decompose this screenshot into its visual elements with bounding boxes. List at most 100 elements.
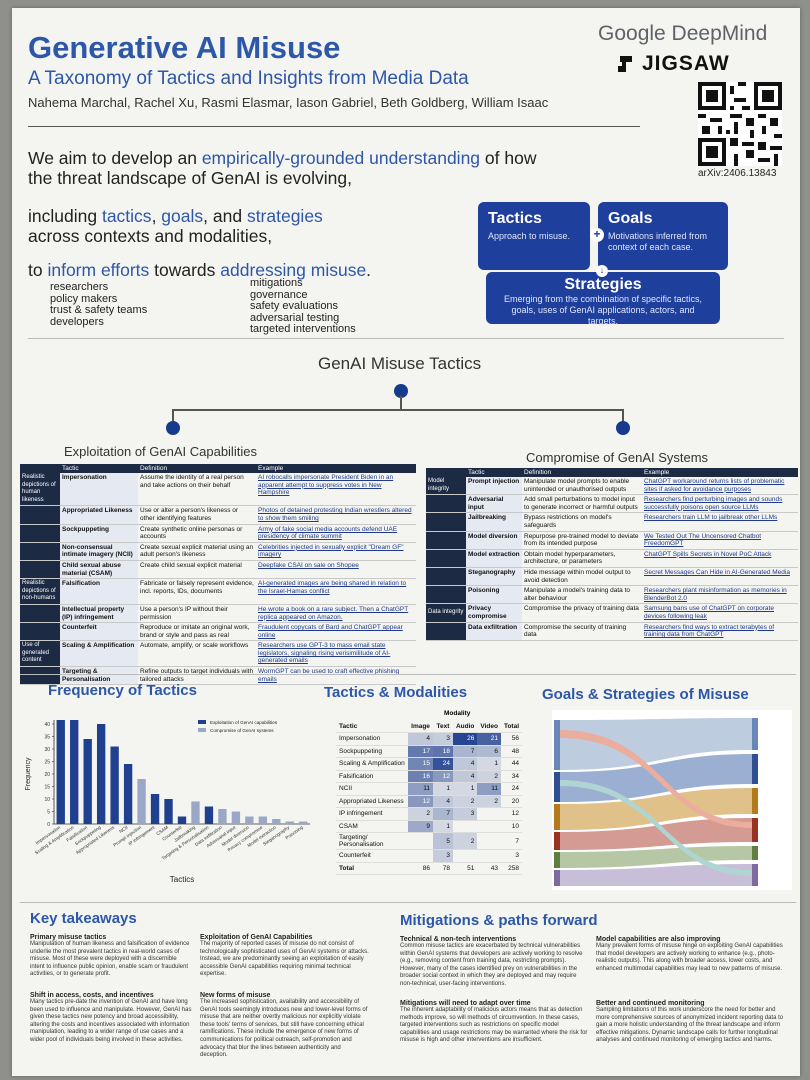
table-header-cell: Audio bbox=[452, 720, 478, 733]
goals-strategies-title: Goals & Strategies of Misuse bbox=[542, 686, 749, 703]
value-cell: 2 bbox=[408, 807, 433, 821]
takeaway-text: Manipulation of human likeness and falsi… bbox=[30, 941, 190, 978]
x-tick-label: CSAM bbox=[155, 825, 169, 837]
example-link[interactable]: Researchers use GPT-3 to mass email stat… bbox=[256, 640, 416, 668]
value-cell: 6 bbox=[477, 745, 501, 758]
google-deepmind-logo: Google DeepMind bbox=[598, 22, 768, 45]
mitigation-text: Common misuse tactics are exacerbated by… bbox=[400, 943, 583, 987]
strategies-card: Strategies Emerging from the combination… bbox=[486, 272, 720, 326]
intro-text: including bbox=[28, 206, 102, 226]
takeaway-block: Exploitation of GenAI Capabilities The m… bbox=[200, 934, 370, 979]
value-cell: 11 bbox=[477, 782, 501, 796]
table-row: Data integrity Privacy compromise Compromi… bbox=[426, 603, 798, 623]
frequency-title: Frequency of Tactics bbox=[48, 682, 197, 699]
mitigation-heading: Mitigations will need to adapt over time bbox=[400, 1000, 531, 1007]
definition-cell: Obtain model hyperparameters, architectu… bbox=[522, 549, 642, 568]
example-link[interactable]: Fraudulent copycats of Bard and ChatGPT … bbox=[256, 622, 416, 642]
tree-connector bbox=[172, 409, 174, 423]
tactic-cell: Appropriated Likeness bbox=[60, 505, 138, 525]
example-link[interactable]: Researchers plant misinformation as memo… bbox=[642, 585, 798, 605]
value-cell: 17 bbox=[408, 745, 433, 758]
value-cell: 24 bbox=[432, 757, 453, 771]
example-link[interactable]: Samsung bans use of ChatGPT on corporate… bbox=[642, 603, 798, 623]
value-cell: 34 bbox=[500, 770, 522, 783]
table-row: Poisoning Manipulate a model's training d… bbox=[426, 585, 798, 605]
example-link[interactable]: Army of fake social media accounts defen… bbox=[256, 524, 416, 543]
example-link[interactable]: Researchers train LLM to jailbreak other… bbox=[642, 512, 798, 532]
intro-highlight: addressing misuse bbox=[220, 260, 367, 280]
tactic-cell: Model extraction bbox=[466, 549, 522, 568]
value-cell bbox=[452, 820, 478, 833]
table-row: Steganography Hide message within model o… bbox=[426, 567, 798, 587]
bar bbox=[245, 816, 254, 824]
tree-connector bbox=[400, 396, 402, 410]
mitigation-heading: Technical & non-tech interventions bbox=[400, 936, 517, 943]
table-row: Non-consensual intimate imagery (NCII) Cr… bbox=[20, 542, 416, 561]
tactics-card: Tactics Approach to misuse. bbox=[478, 202, 590, 270]
example-link[interactable]: ChatGPT Spills Secrets in Novel PoC Atta… bbox=[642, 549, 798, 568]
example-link[interactable]: Secret Messages Can Hide in AI-Generated… bbox=[642, 567, 798, 587]
example-link[interactable]: AI-generated images are being shared in … bbox=[256, 578, 416, 605]
group-cell bbox=[20, 666, 60, 686]
table-row: Model integrity Prompt injection Manipulat… bbox=[426, 477, 798, 496]
table-row: Adversarial input Add small perturbations… bbox=[426, 494, 798, 514]
tactic-cell: Adversarial input bbox=[466, 494, 522, 514]
example-link[interactable]: He wrote a book on a rare subject. Then … bbox=[256, 604, 416, 624]
value-cell: 2 bbox=[477, 795, 501, 808]
table-header-cell: Definition bbox=[522, 468, 642, 477]
example-link[interactable]: ChatGPT workaround returns lists of prob… bbox=[642, 477, 798, 496]
example-link[interactable]: Researchers find perturbing images and s… bbox=[642, 494, 798, 514]
table-row: Realistic depictions of non-humans Falsif… bbox=[20, 578, 416, 605]
table-header-cell: Tactic bbox=[466, 468, 522, 477]
bar bbox=[96, 724, 106, 824]
tree-connector bbox=[622, 409, 624, 423]
example-link[interactable]: Deepfake CSAI on sale on Shopee bbox=[256, 560, 416, 580]
arxiv-id[interactable]: arXiv:2406.13843 bbox=[698, 168, 777, 179]
example-link[interactable]: WormGPT can be used to craft effective p… bbox=[256, 666, 416, 686]
audience-item: policy makers bbox=[50, 292, 118, 305]
definition-cell: Manipulate a model's training data to al… bbox=[522, 585, 642, 605]
audience-item: developers bbox=[50, 315, 104, 328]
bar bbox=[299, 821, 308, 824]
y-tick-label: 0 bbox=[47, 822, 50, 828]
audience-list: researchers policy makers trust & safety… bbox=[50, 281, 147, 328]
example-link[interactable]: Researchers find ways to extract terabyt… bbox=[642, 622, 798, 641]
takeaway-block: Shift in access, costs, and incentives M… bbox=[30, 992, 192, 1045]
table-row: IP infringement 2 7 3 12 bbox=[336, 807, 522, 821]
table-row: Data exfiltration Compromise the security… bbox=[426, 622, 798, 641]
value-cell: 3 bbox=[432, 849, 453, 863]
value-cell: 44 bbox=[500, 757, 522, 771]
value-cell: 2 bbox=[452, 832, 478, 850]
tactic-cell: Scaling & Amplification bbox=[60, 640, 138, 668]
example-link[interactable]: AI robocalls impersonate President Biden… bbox=[256, 473, 416, 507]
effort-item: mitigations bbox=[250, 277, 303, 289]
value-cell: 78 bbox=[432, 862, 453, 875]
table-row: Targeting/ Personalisation 5 2 7 bbox=[336, 832, 522, 850]
bar bbox=[285, 821, 294, 824]
example-link[interactable]: We Tested Out The Uncensored Chatbot Fre… bbox=[642, 531, 798, 550]
value-cell: 4 bbox=[452, 770, 478, 783]
definition-cell: Repurpose pre-trained model to deviate f… bbox=[522, 531, 642, 550]
intro-text: the threat landscape of GenAI is evolvin… bbox=[28, 168, 352, 188]
tactic-cell: Prompt injection bbox=[466, 477, 522, 496]
x-axis-label: Tactics bbox=[170, 875, 194, 884]
group-cell: Model integrity bbox=[426, 477, 466, 496]
example-link[interactable]: Photos of detained protesting Indian wre… bbox=[256, 505, 416, 525]
value-cell bbox=[477, 832, 501, 850]
value-cell: 56 bbox=[500, 732, 522, 746]
tactic-cell: Falsification bbox=[60, 578, 138, 605]
bar bbox=[191, 801, 200, 824]
group-cell bbox=[426, 622, 466, 641]
takeaways-title: Key takeaways bbox=[30, 910, 137, 927]
table-header-row: Tactic Definition Example bbox=[20, 464, 416, 473]
example-link[interactable]: Celebrities injected in sexually explici… bbox=[256, 542, 416, 561]
takeaway-block: New forms of misuse The increased sophis… bbox=[200, 992, 370, 1060]
qr-code-icon[interactable] bbox=[698, 82, 782, 166]
misuse-tactics-title: GenAI Misuse Tactics bbox=[318, 354, 482, 373]
tactic-cell: Impersonation bbox=[60, 473, 138, 507]
tactic-cell: Scaling & Amplification bbox=[336, 757, 409, 771]
table-row: Targeting & Personalisation Refine output… bbox=[20, 666, 416, 686]
intro-text: to bbox=[28, 260, 48, 280]
value-cell: 4 bbox=[452, 757, 478, 771]
bar bbox=[258, 816, 268, 824]
